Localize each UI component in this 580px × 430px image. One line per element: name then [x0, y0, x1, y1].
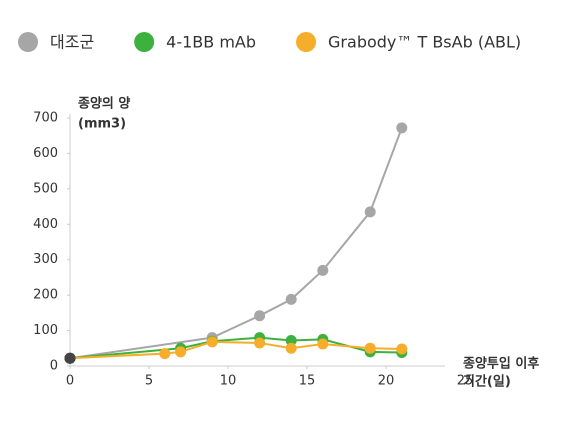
x-tick-label: 0 — [66, 374, 74, 389]
y-tick-label: 600 — [33, 146, 58, 161]
legend-marker — [296, 32, 317, 52]
data-point — [254, 337, 266, 349]
data-point — [254, 310, 266, 322]
legend-label: Grabody™ T BsAb (ABL) — [328, 33, 521, 52]
data-point — [159, 348, 171, 360]
data-point — [285, 334, 297, 346]
y-axis-label: 종양의 양 — [78, 96, 130, 112]
x-tick-label: 25 — [457, 374, 474, 389]
data-point — [175, 346, 187, 358]
y-tick-label: 100 — [33, 323, 58, 338]
data-point — [64, 352, 76, 364]
x-tick-label: 10 — [220, 374, 237, 389]
series-line — [69, 127, 403, 360]
data-point — [364, 206, 376, 218]
legend-label: 4-1BB mAb — [166, 33, 256, 52]
legend-marker — [18, 32, 38, 52]
y-axis-label: (mm3) — [78, 117, 126, 132]
data-point — [396, 122, 408, 134]
legend-label: 대조군 — [50, 33, 94, 52]
x-axis-label: 종양투입 이후 — [463, 356, 539, 372]
data-point — [396, 343, 408, 355]
y-tick-label: 400 — [33, 217, 58, 232]
data-point — [206, 336, 218, 348]
y-tick-label: 0 — [50, 359, 58, 374]
y-tick-label: 300 — [33, 252, 58, 267]
x-axis-label: 기간(일) — [463, 374, 511, 390]
data-point — [317, 338, 329, 350]
x-tick-label: 20 — [378, 374, 395, 389]
data-point — [285, 342, 297, 354]
data-point — [285, 293, 297, 305]
y-tick-label: 700 — [33, 111, 58, 126]
x-tick-label: 15 — [299, 374, 316, 389]
data-point — [364, 342, 376, 354]
data-point — [317, 264, 329, 276]
legend-marker — [134, 32, 155, 52]
y-tick-label: 500 — [33, 181, 58, 196]
x-tick-label: 5 — [145, 374, 153, 389]
y-tick-label: 200 — [33, 288, 58, 303]
legend: 대조군 4-1BB mAb Grabody™ T BsAb (ABL) — [18, 32, 521, 52]
